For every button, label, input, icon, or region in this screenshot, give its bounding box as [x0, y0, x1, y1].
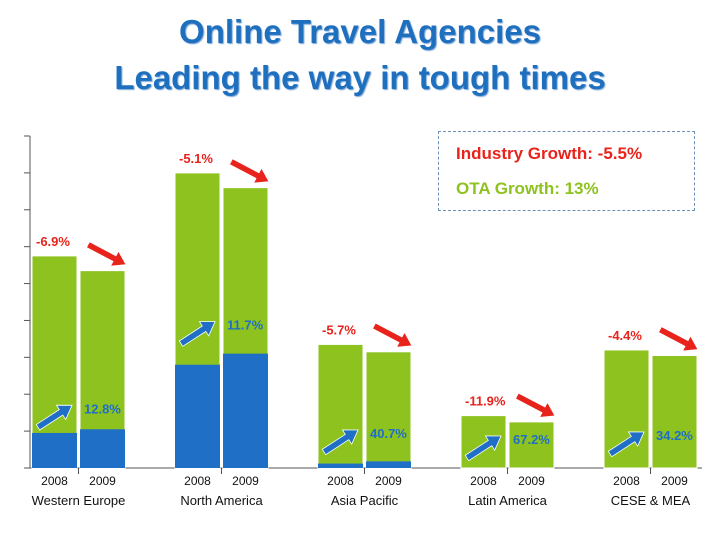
bar-ota: [318, 463, 363, 468]
ota-growth-label: 11.7%: [227, 318, 264, 333]
bar-total: [651, 354, 698, 469]
bar-ota: [80, 429, 125, 468]
ota-growth-label: 12.8%: [84, 401, 121, 416]
year-tick-label: 2009: [232, 474, 259, 488]
region-label: Latin America: [468, 493, 548, 508]
ota-growth-arrow: [178, 321, 216, 347]
bar-ota: [175, 364, 220, 468]
ota-growth-label: 34.2%: [656, 428, 693, 443]
ota-growth-arrow: [35, 404, 73, 431]
industry-growth-label: -11.9%: [465, 394, 506, 409]
legend-ota-growth: OTA Growth: 13%: [456, 179, 599, 198]
year-tick-label: 2009: [89, 474, 116, 488]
ota-growth-arrow: [464, 435, 502, 462]
year-tick-label: 2008: [184, 474, 211, 488]
year-tick-label: 2008: [470, 474, 497, 488]
region-label: North America: [180, 493, 263, 508]
industry-decline-arrow: [514, 392, 556, 418]
year-tick-label: 2009: [661, 474, 688, 488]
ota-growth-arrow: [607, 431, 645, 458]
chart-title-line1: Online Travel Agencies: [179, 13, 541, 50]
industry-decline-arrow: [371, 322, 413, 348]
bar-total: [508, 421, 555, 469]
region-label: Western Europe: [32, 493, 126, 508]
industry-growth-label: -5.7%: [322, 322, 356, 337]
industry-growth-label: -5.1%: [179, 151, 213, 166]
year-tick-label: 2009: [375, 474, 402, 488]
year-tick-label: 2009: [518, 474, 545, 488]
ota-growth-arrow: [321, 429, 359, 456]
legend-industry-growth: Industry Growth: -5.5%: [456, 144, 643, 163]
region-label: Asia Pacific: [331, 493, 399, 508]
ota-growth-label: 67.2%: [513, 432, 550, 447]
year-tick-label: 2008: [327, 474, 354, 488]
bar-total: [365, 351, 412, 469]
bar-total: [460, 415, 507, 469]
year-tick-label: 2008: [613, 474, 640, 488]
industry-decline-arrow: [657, 326, 699, 352]
bar-ota: [32, 432, 77, 468]
bar-total: [603, 349, 650, 469]
year-tick-label: 2008: [41, 474, 68, 488]
bar-total: [31, 255, 78, 469]
industry-growth-label: -4.4%: [608, 328, 642, 343]
industry-decline-arrow: [85, 241, 127, 267]
industry-decline-arrow: [228, 158, 270, 184]
bar-ota: [366, 461, 411, 468]
region-label: CESE & MEA: [611, 493, 691, 508]
industry-growth-label: -6.9%: [36, 234, 70, 249]
ota-growth-label: 40.7%: [370, 426, 407, 441]
chart-title-line2: Leading the way in tough times: [114, 59, 606, 96]
legend: Industry Growth: -5.5% OTA Growth: 13%: [438, 131, 695, 211]
bar-ota: [223, 353, 268, 468]
